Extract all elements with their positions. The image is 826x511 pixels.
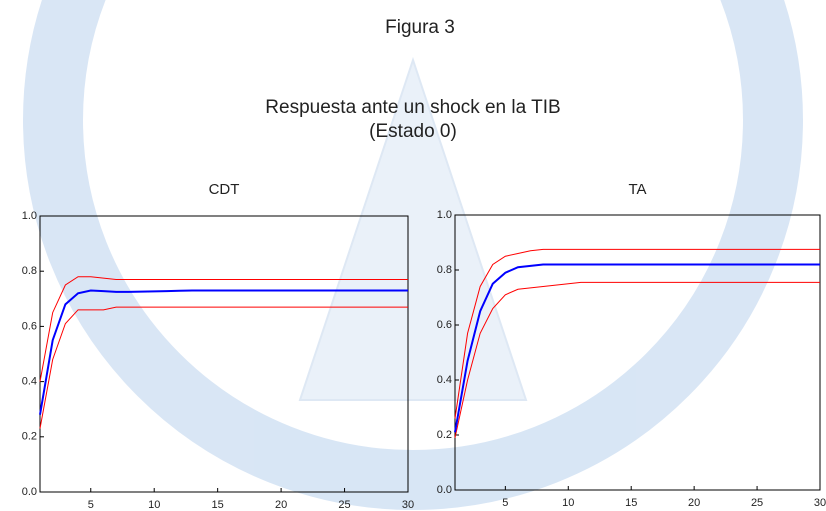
y-tick-label: 1.0 <box>22 210 37 222</box>
y-tick-label: 0.2 <box>437 429 452 441</box>
watermark-pyramid <box>298 56 528 401</box>
x-tick-label: 25 <box>338 499 350 511</box>
figure-subtitle: (Estado 0) <box>369 121 457 142</box>
panel-title: TA <box>628 181 646 198</box>
x-tick-label: 10 <box>562 497 574 509</box>
y-tick-label: 0.8 <box>22 265 37 277</box>
series-line <box>39 289 408 415</box>
series-line <box>454 248 820 419</box>
y-tick-label: 0.6 <box>437 319 452 331</box>
x-tick-label: 15 <box>625 497 637 509</box>
panel-title: CDT <box>209 181 240 198</box>
x-tick-label: 30 <box>814 497 826 509</box>
x-tick-label: 30 <box>402 499 414 511</box>
figure-label: Figura 3 <box>385 17 455 38</box>
y-tick-label: 0.0 <box>22 486 37 498</box>
plot-frame <box>454 214 821 491</box>
x-tick-label: 25 <box>751 497 763 509</box>
figure-title: Respuesta ante un shock en la TIB <box>265 97 560 118</box>
x-tick-label: 20 <box>275 499 287 511</box>
x-tick-label: 15 <box>212 499 224 511</box>
y-tick-label: 0.4 <box>22 376 37 388</box>
y-tick-label: 0.0 <box>437 484 452 496</box>
series-line <box>39 306 408 429</box>
watermark <box>23 0 803 510</box>
series-line <box>39 276 408 382</box>
x-tick-label: 5 <box>88 499 94 511</box>
x-tick-label: 10 <box>148 499 160 511</box>
series-line <box>454 281 820 438</box>
y-tick-label: 0.6 <box>22 320 37 332</box>
y-tick-label: 0.4 <box>437 374 452 386</box>
plot-frame <box>39 215 409 493</box>
y-tick-label: 1.0 <box>437 209 452 221</box>
y-tick-label: 0.8 <box>437 264 452 276</box>
x-tick-label: 20 <box>688 497 700 509</box>
y-tick-label: 0.2 <box>22 431 37 443</box>
x-tick-label: 5 <box>502 497 508 509</box>
series-line <box>454 263 820 433</box>
watermark-ring <box>23 0 803 510</box>
